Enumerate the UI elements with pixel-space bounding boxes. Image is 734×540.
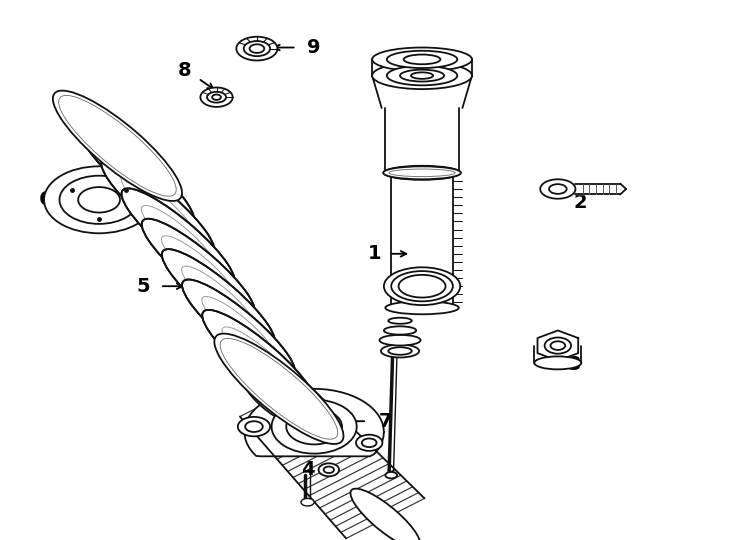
Ellipse shape: [324, 467, 334, 473]
Ellipse shape: [200, 87, 233, 107]
Ellipse shape: [388, 347, 412, 355]
Ellipse shape: [59, 176, 139, 224]
Ellipse shape: [356, 435, 382, 451]
Ellipse shape: [372, 62, 472, 89]
Ellipse shape: [388, 318, 412, 324]
Ellipse shape: [245, 421, 263, 432]
Text: 8: 8: [178, 60, 192, 80]
Ellipse shape: [101, 158, 214, 255]
Ellipse shape: [250, 44, 264, 53]
Ellipse shape: [372, 48, 472, 71]
Ellipse shape: [411, 72, 433, 79]
Ellipse shape: [404, 55, 440, 64]
Ellipse shape: [545, 338, 571, 354]
Ellipse shape: [244, 41, 270, 56]
Ellipse shape: [243, 374, 303, 426]
Ellipse shape: [122, 188, 234, 286]
Text: 4: 4: [302, 460, 315, 480]
Ellipse shape: [399, 275, 446, 298]
Ellipse shape: [81, 127, 194, 225]
Ellipse shape: [212, 94, 221, 100]
Text: 9: 9: [307, 38, 320, 57]
Ellipse shape: [61, 97, 174, 194]
Ellipse shape: [301, 498, 314, 506]
Ellipse shape: [350, 489, 421, 540]
Ellipse shape: [44, 166, 154, 233]
Ellipse shape: [272, 400, 357, 454]
Ellipse shape: [387, 51, 457, 68]
Ellipse shape: [207, 92, 226, 103]
Ellipse shape: [236, 37, 277, 60]
Ellipse shape: [550, 341, 565, 350]
Ellipse shape: [238, 417, 270, 436]
Ellipse shape: [255, 384, 291, 415]
Text: 2: 2: [573, 193, 586, 212]
Ellipse shape: [379, 335, 421, 346]
Ellipse shape: [391, 271, 453, 301]
Ellipse shape: [258, 385, 269, 395]
Ellipse shape: [384, 326, 416, 335]
Ellipse shape: [286, 409, 342, 444]
Ellipse shape: [182, 280, 295, 376]
Ellipse shape: [540, 179, 575, 199]
Ellipse shape: [381, 345, 419, 357]
Ellipse shape: [383, 166, 461, 179]
Ellipse shape: [53, 91, 182, 201]
Polygon shape: [244, 389, 384, 456]
Text: 7: 7: [379, 411, 392, 431]
Ellipse shape: [222, 340, 335, 437]
Ellipse shape: [214, 334, 344, 444]
Ellipse shape: [142, 219, 255, 316]
Ellipse shape: [384, 166, 460, 180]
Ellipse shape: [162, 249, 275, 346]
Text: 5: 5: [137, 276, 150, 296]
Text: 6: 6: [39, 190, 52, 210]
Polygon shape: [575, 184, 620, 194]
Text: 1: 1: [368, 244, 381, 264]
Text: 3: 3: [567, 355, 581, 374]
Ellipse shape: [385, 301, 459, 314]
Ellipse shape: [549, 184, 567, 194]
Ellipse shape: [301, 418, 327, 435]
Ellipse shape: [534, 356, 581, 369]
Ellipse shape: [385, 472, 397, 478]
Ellipse shape: [400, 70, 444, 82]
Ellipse shape: [319, 463, 339, 476]
Ellipse shape: [362, 438, 377, 447]
Ellipse shape: [203, 310, 315, 407]
Ellipse shape: [252, 381, 275, 399]
Polygon shape: [537, 330, 578, 361]
Ellipse shape: [79, 187, 120, 213]
Ellipse shape: [387, 66, 457, 85]
Ellipse shape: [384, 267, 460, 305]
